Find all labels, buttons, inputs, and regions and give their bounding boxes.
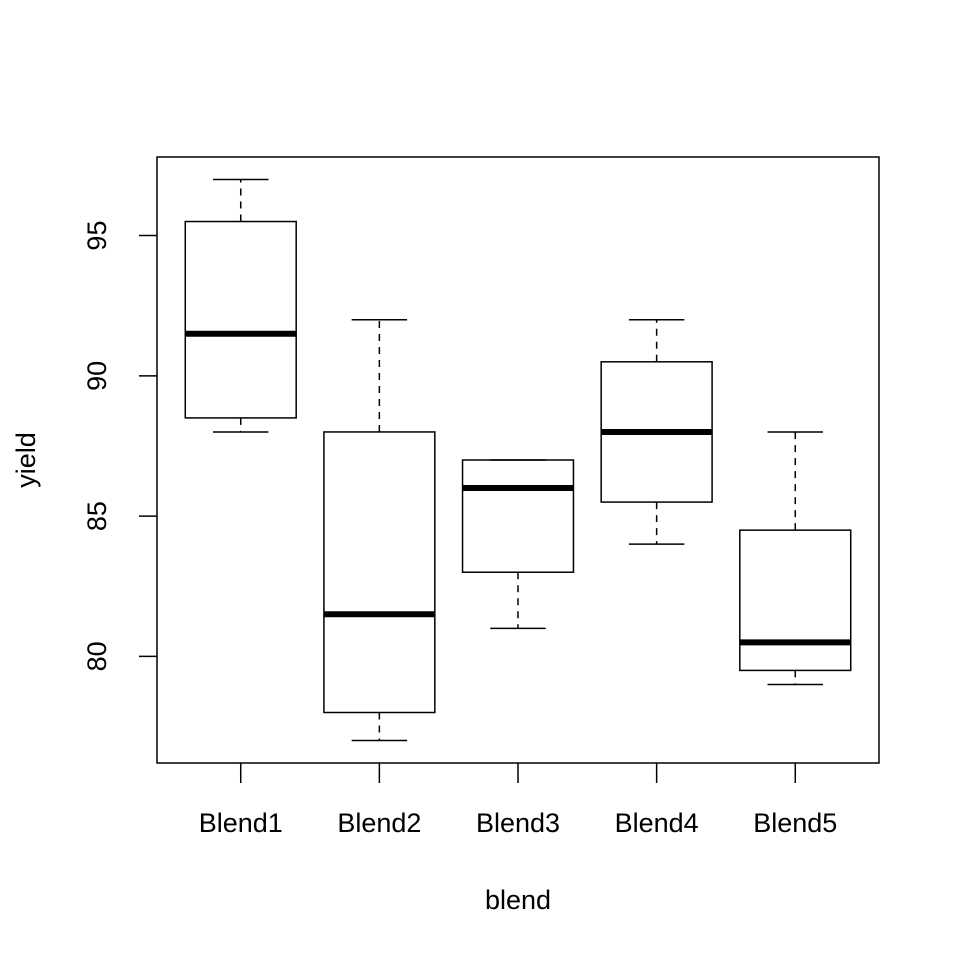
y-tick-label: 90 bbox=[82, 361, 112, 391]
box bbox=[739, 529, 852, 672]
x-tick-label: Blend4 bbox=[615, 808, 699, 838]
box bbox=[184, 220, 297, 419]
y-tick-label: 80 bbox=[82, 641, 112, 671]
box bbox=[323, 431, 436, 714]
x-tick-label: Blend2 bbox=[337, 808, 421, 838]
x-axis-label: blend bbox=[485, 885, 551, 915]
x-tick-label: Blend3 bbox=[476, 808, 560, 838]
x-tick-label: Blend5 bbox=[753, 808, 837, 838]
y-axis-label: yield bbox=[11, 432, 41, 488]
x-tick-label: Blend1 bbox=[199, 808, 283, 838]
y-tick-label: 85 bbox=[82, 501, 112, 531]
y-tick-label: 95 bbox=[82, 221, 112, 251]
box bbox=[461, 459, 575, 573]
